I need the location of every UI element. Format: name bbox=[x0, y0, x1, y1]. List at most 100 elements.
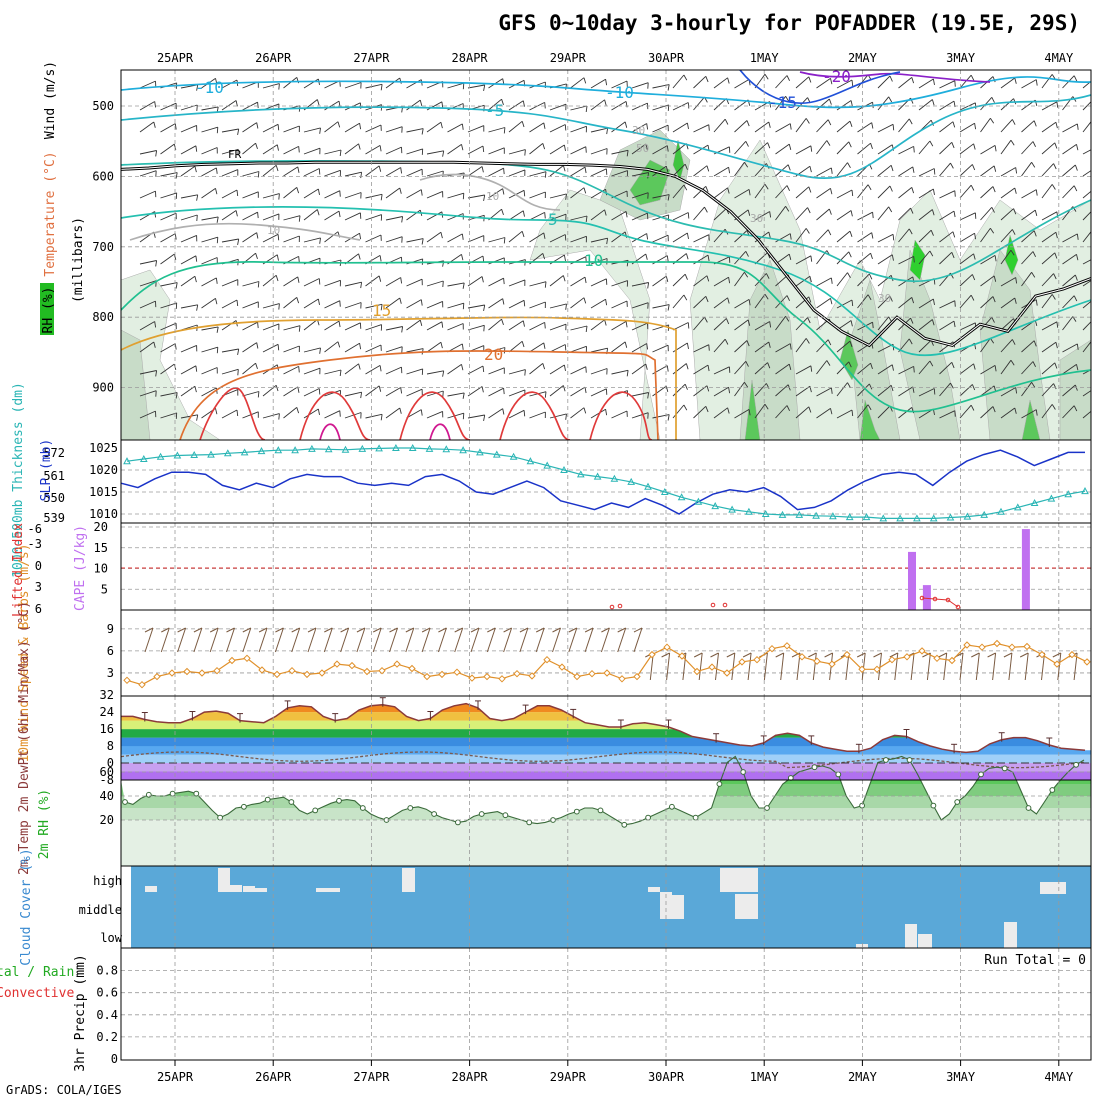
upper-wind-barb-flag bbox=[277, 124, 280, 131]
upper-wind-barb-flag bbox=[483, 84, 486, 91]
upper-wind-barb-flag bbox=[624, 341, 628, 348]
slp-axis-label: SLP (mb) bbox=[39, 439, 54, 502]
upper-wind-barb-flag bbox=[931, 99, 935, 106]
wind-speed-marker bbox=[783, 642, 791, 650]
surface-wind-barb-flag bbox=[584, 627, 594, 633]
upper-wind-barb bbox=[344, 232, 360, 243]
upper-wind-barb-flag bbox=[1056, 321, 1059, 328]
upper-wind-barb bbox=[160, 123, 176, 133]
upper-wind-barb-flag bbox=[196, 104, 198, 112]
upper-wind-barb bbox=[262, 384, 277, 397]
upper-wind-barb bbox=[549, 103, 567, 111]
upper-wind-barb bbox=[303, 278, 320, 287]
thickness-line bbox=[126, 447, 1086, 519]
upper-wind-barb-flag bbox=[317, 408, 320, 415]
upper-wind-barb bbox=[529, 363, 544, 375]
upper-wind-barb bbox=[385, 277, 401, 287]
upper-wind-barb bbox=[488, 298, 503, 309]
upper-wind-barb-flag bbox=[727, 297, 730, 304]
upper-wind-barb-flag bbox=[686, 232, 689, 239]
wind-speed-marker bbox=[438, 670, 446, 679]
thickness-marker bbox=[156, 452, 165, 460]
cape-tick-label: 20 bbox=[94, 520, 108, 534]
upper-wind-barb-flag bbox=[318, 168, 321, 175]
upper-wind-barb bbox=[549, 213, 567, 221]
upper-wind-barb-flag bbox=[667, 194, 670, 201]
thickness-marker bbox=[576, 470, 585, 478]
upper-wind-barb bbox=[447, 123, 463, 133]
bottom-date-label: 4MAY bbox=[1044, 1070, 1074, 1084]
upper-wind-barb-flag bbox=[562, 165, 566, 172]
upper-wind-barb-flag bbox=[868, 383, 873, 390]
upper-wind-barb-flag bbox=[400, 387, 403, 394]
upper-wind-barb-flag bbox=[380, 414, 383, 421]
thickness-axis-label: 1000-500mb Thickness (dm) bbox=[11, 382, 26, 578]
upper-wind-barb bbox=[529, 122, 545, 133]
upper-wind-barb bbox=[201, 298, 216, 309]
upper-wind-barb bbox=[242, 301, 259, 309]
upper-wind-barb-flag bbox=[1015, 277, 1018, 284]
upper-wind-barb-flag bbox=[583, 187, 587, 194]
upper-wind-barb bbox=[816, 360, 828, 375]
upper-wind-barb-flag bbox=[521, 121, 525, 128]
upper-wind-barb bbox=[775, 206, 786, 221]
rh-marker bbox=[193, 790, 200, 797]
cloud-level-label: low bbox=[100, 931, 122, 945]
rh-band bbox=[121, 820, 1091, 844]
thickness-marker bbox=[257, 447, 266, 455]
thickness-marker bbox=[476, 448, 484, 456]
upper-wind-barb-flag bbox=[970, 294, 975, 301]
upper-wind-barb-flag bbox=[339, 300, 341, 307]
upper-wind-barb bbox=[549, 144, 565, 155]
upper-wind-barb bbox=[344, 192, 362, 199]
upper-wind-barb-flag bbox=[1014, 407, 1017, 414]
upper-wind-barb bbox=[959, 404, 972, 419]
surface-wind-barb-flag bbox=[226, 627, 235, 633]
upper-wind-barb bbox=[754, 362, 768, 375]
upper-wind-barb bbox=[201, 326, 219, 331]
upper-wind-barb bbox=[939, 341, 954, 353]
upper-wind-barb bbox=[959, 184, 972, 199]
upper-wind-barb-flag bbox=[442, 370, 445, 377]
upper-wind-barb-flag bbox=[1053, 273, 1057, 280]
upper-wind-barb-flag bbox=[767, 142, 771, 149]
upper-wind-barb-flag bbox=[1073, 295, 1078, 302]
upper-wind-barb bbox=[898, 297, 913, 309]
upper-wind-barb bbox=[324, 231, 339, 243]
upper-wind-barb-flag bbox=[994, 145, 997, 152]
upper-wind-barb bbox=[201, 188, 216, 199]
surface-wind-barb-flag bbox=[487, 627, 496, 633]
upper-wind-barb-flag bbox=[953, 321, 956, 328]
upper-wind-barb-flag bbox=[1033, 340, 1037, 347]
upper-wind-barb bbox=[262, 303, 280, 309]
upper-wind-barb-flag bbox=[666, 255, 669, 262]
upper-wind-barb bbox=[1021, 162, 1032, 177]
surface-wind-barb bbox=[926, 652, 931, 681]
cloud-patch bbox=[316, 888, 340, 892]
upper-wind-barb-flag bbox=[339, 190, 341, 197]
upper-wind-barb-flag bbox=[954, 190, 956, 197]
upper-wind-barb-flag bbox=[257, 171, 260, 178]
upper-wind-barb bbox=[1041, 321, 1058, 331]
upper-wind-barb-flag bbox=[462, 172, 465, 179]
isotherm-contour bbox=[121, 206, 1091, 357]
top-date-label: 3MAY bbox=[946, 51, 976, 65]
slp-tick-label: 1010 bbox=[89, 507, 118, 521]
upper-wind-barb bbox=[816, 408, 831, 419]
upper-wind-barb bbox=[262, 274, 277, 287]
upper-wind-barb bbox=[385, 146, 402, 155]
chart-title: GFS 0~10day 3-hourly for POFADDER (19.5E… bbox=[498, 11, 1080, 35]
upper-wind-barb bbox=[508, 100, 524, 111]
upper-wind-barb-flag bbox=[849, 340, 853, 347]
upper-wind-barb-flag bbox=[809, 386, 812, 393]
upper-wind-barb-flag bbox=[216, 347, 219, 354]
upper-wind-barb-flag bbox=[867, 294, 872, 301]
upper-wind-barb bbox=[467, 414, 485, 419]
upper-wind-barb bbox=[939, 80, 955, 89]
thickness-marker bbox=[963, 512, 972, 520]
upper-wind-barb bbox=[303, 147, 321, 155]
upper-wind-barb bbox=[488, 147, 505, 155]
upper-wind-barb bbox=[611, 369, 629, 375]
upper-wind-barb bbox=[611, 211, 627, 221]
upper-wind-barb-flag bbox=[461, 254, 464, 261]
